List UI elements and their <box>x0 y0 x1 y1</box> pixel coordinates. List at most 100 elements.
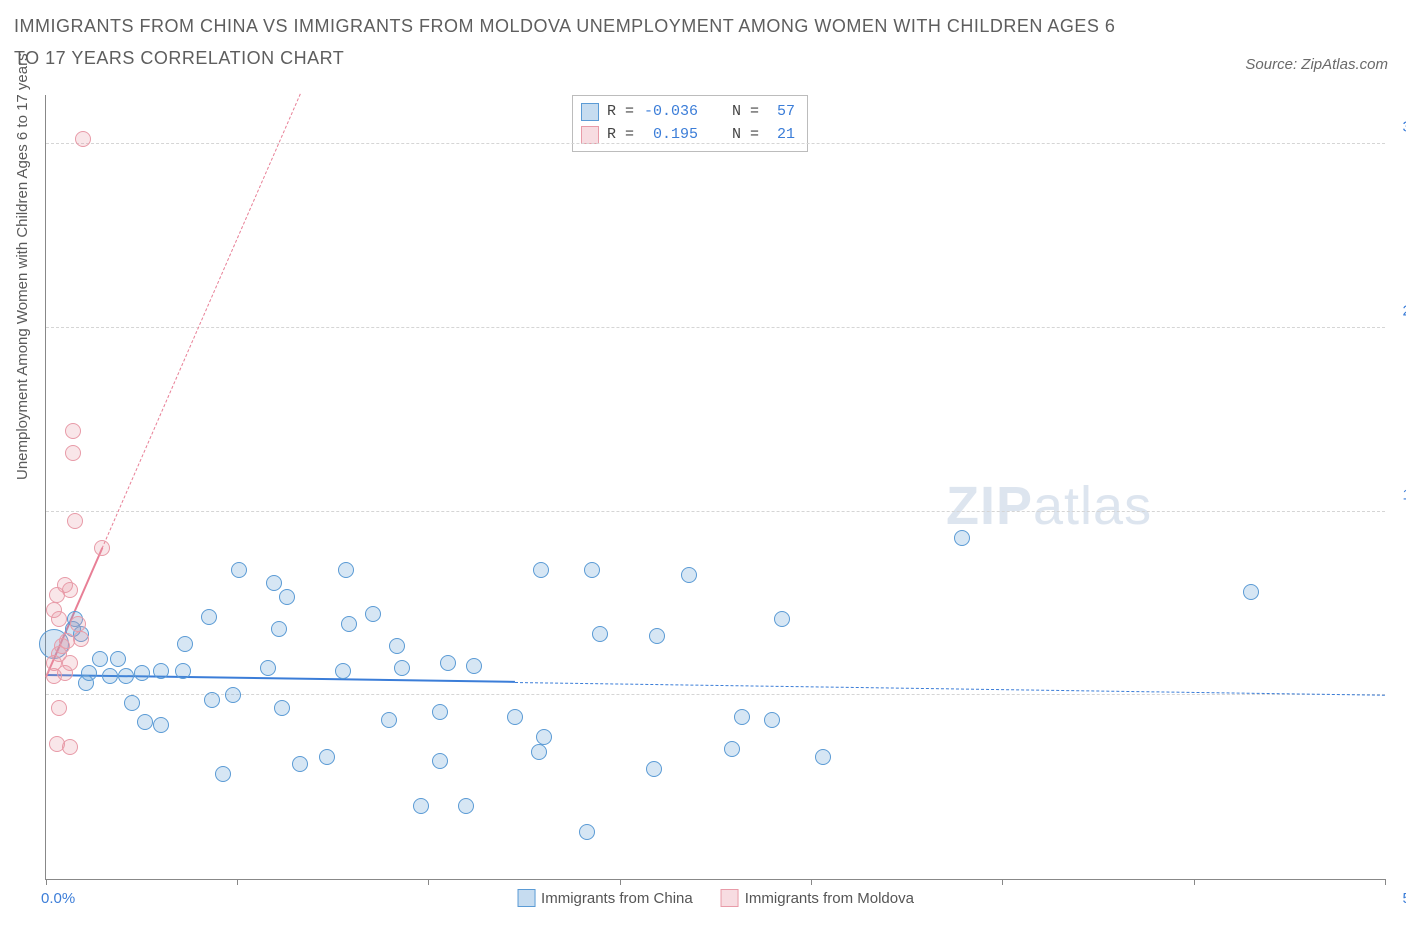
data-point-china <box>124 695 140 711</box>
data-point-china <box>201 609 217 625</box>
data-point-moldova <box>65 445 81 461</box>
swatch-moldova-icon <box>581 126 599 144</box>
data-point-china <box>271 621 287 637</box>
swatch-china-icon <box>517 889 535 907</box>
data-point-china <box>153 717 169 733</box>
data-point-china <box>649 628 665 644</box>
r-label: R = <box>607 101 634 124</box>
x-tick-mark <box>811 879 812 885</box>
data-point-china <box>177 636 193 652</box>
data-point-china <box>260 660 276 676</box>
data-point-china <box>266 575 282 591</box>
series-legend: Immigrants from China Immigrants from Mo… <box>517 889 914 907</box>
y-tick-label: 15.0% <box>1390 486 1406 503</box>
data-point-china <box>389 638 405 654</box>
x-tick-mark <box>237 879 238 885</box>
swatch-china-icon <box>581 103 599 121</box>
legend-item-china: Immigrants from China <box>517 889 693 907</box>
data-point-china <box>204 692 220 708</box>
data-point-moldova <box>67 513 83 529</box>
data-point-moldova <box>65 423 81 439</box>
chart-title: IMMIGRANTS FROM CHINA VS IMMIGRANTS FROM… <box>14 10 1124 75</box>
stats-row-china: R = -0.036 N = 57 <box>581 101 795 124</box>
data-point-china <box>292 756 308 772</box>
gridline <box>46 327 1385 328</box>
n-value-china: 57 <box>767 101 795 124</box>
data-point-china <box>734 709 750 725</box>
data-point-china <box>681 567 697 583</box>
data-point-china <box>579 824 595 840</box>
data-point-china <box>153 663 169 679</box>
data-point-china <box>110 651 126 667</box>
data-point-moldova <box>62 582 78 598</box>
n-label: N = <box>732 101 759 124</box>
data-point-china <box>231 562 247 578</box>
data-point-china <box>774 611 790 627</box>
x-tick-label-max: 50.0% <box>1390 890 1406 907</box>
data-point-moldova <box>62 655 78 671</box>
data-point-china <box>102 668 118 684</box>
data-point-china <box>134 665 150 681</box>
data-point-china <box>440 655 456 671</box>
swatch-moldova-icon <box>721 889 739 907</box>
data-point-china <box>584 562 600 578</box>
x-tick-label-min: 0.0% <box>41 890 75 907</box>
data-point-china <box>118 668 134 684</box>
legend-label-moldova: Immigrants from Moldova <box>745 890 914 907</box>
data-point-china <box>531 744 547 760</box>
legend-label-china: Immigrants from China <box>541 890 693 907</box>
data-point-china <box>279 589 295 605</box>
data-point-china <box>646 761 662 777</box>
data-point-china <box>175 663 191 679</box>
data-point-moldova <box>51 700 67 716</box>
y-tick-label: 30.0% <box>1390 119 1406 136</box>
data-point-china <box>764 712 780 728</box>
y-tick-label: 22.5% <box>1390 302 1406 319</box>
data-point-china <box>338 562 354 578</box>
watermark-logo: ZIPatlas <box>946 475 1152 537</box>
data-point-china <box>954 530 970 546</box>
gridline <box>46 143 1385 144</box>
data-point-china <box>215 766 231 782</box>
data-point-moldova <box>73 631 89 647</box>
data-point-china <box>458 798 474 814</box>
data-point-china <box>81 665 97 681</box>
data-point-moldova <box>70 616 86 632</box>
data-point-china <box>274 700 290 716</box>
data-point-china <box>137 714 153 730</box>
data-point-china <box>432 753 448 769</box>
data-point-china <box>335 663 351 679</box>
x-tick-mark <box>620 879 621 885</box>
data-point-china <box>381 712 397 728</box>
x-tick-mark <box>1385 879 1386 885</box>
data-point-moldova <box>62 739 78 755</box>
r-value-china: -0.036 <box>642 101 698 124</box>
data-point-moldova <box>75 131 91 147</box>
data-point-china <box>533 562 549 578</box>
data-point-china <box>536 729 552 745</box>
data-point-china <box>507 709 523 725</box>
source-attribution: Source: ZipAtlas.com <box>1245 56 1388 73</box>
data-point-moldova <box>51 611 67 627</box>
data-point-china <box>394 660 410 676</box>
trendline-extrapolated <box>515 682 1385 696</box>
y-tick-label: 7.5% <box>1390 670 1406 687</box>
data-point-china <box>365 606 381 622</box>
data-point-china <box>319 749 335 765</box>
data-point-moldova <box>94 540 110 556</box>
x-tick-mark <box>1194 879 1195 885</box>
x-tick-mark <box>428 879 429 885</box>
data-point-china <box>592 626 608 642</box>
source-name: ZipAtlas.com <box>1301 56 1388 73</box>
data-point-china <box>815 749 831 765</box>
data-point-china <box>92 651 108 667</box>
watermark-bold: ZIP <box>946 476 1033 536</box>
y-axis-label: Unemployment Among Women with Children A… <box>14 53 31 480</box>
data-point-china <box>1243 584 1259 600</box>
data-point-china <box>724 741 740 757</box>
data-point-china <box>413 798 429 814</box>
data-point-china <box>225 687 241 703</box>
scatter-chart: ZIPatlas R = -0.036 N = 57 R = 0.195 N =… <box>45 95 1385 880</box>
source-prefix: Source: <box>1245 56 1301 73</box>
data-point-china <box>466 658 482 674</box>
